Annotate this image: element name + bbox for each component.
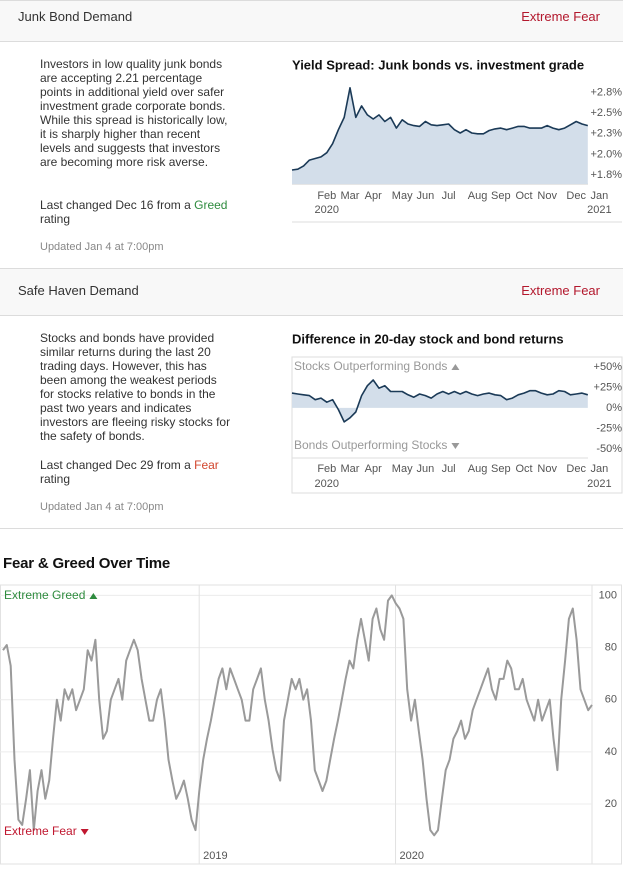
last-changed: Last changed Dec 29 from a Fear rating	[40, 458, 232, 486]
x-tick-label: Jun	[417, 463, 435, 475]
chart-frame	[291, 356, 623, 494]
x-tick-label: May	[392, 463, 413, 475]
y-tick-label: 20	[605, 798, 617, 810]
y-tick-label: +25%	[594, 381, 623, 393]
x-tick-label: Nov	[537, 463, 557, 475]
x-tick-label: Nov	[537, 190, 557, 202]
last-changed: Last changed Dec 16 from a Greed rating	[40, 198, 232, 226]
x-tick-label: Jan	[591, 463, 609, 475]
annotation-arrow	[89, 593, 98, 599]
rating-suffix: rating	[40, 212, 71, 226]
x-tick-label: Aug	[468, 463, 488, 475]
line	[291, 87, 589, 171]
last-changed-text: Last changed Dec 29 from a	[40, 458, 191, 472]
y-tick-label: 40	[605, 746, 617, 758]
x-tick-label: Jul	[442, 190, 456, 202]
x-tick-label: Oct	[515, 190, 532, 202]
chart-title: Yield Spread: Junk bonds vs. investment …	[292, 57, 584, 72]
annotation-arrow	[80, 829, 89, 835]
x-tick-label: Dec	[566, 463, 586, 475]
x-tick-label: Apr	[365, 190, 382, 202]
annotation: Extreme Fear	[4, 824, 77, 838]
x-tick-label: 2020	[400, 850, 424, 862]
y-tick-label: 80	[605, 641, 617, 653]
annotation: Extreme Greed	[4, 588, 85, 602]
panel-rating: Extreme Fear	[521, 9, 600, 24]
panel-title: Safe Haven Demand	[18, 283, 139, 298]
updated-time: Updated Jan 4 at 7:00pm	[40, 241, 164, 253]
chart-frame	[0, 584, 622, 865]
x-tick-label: Mar	[341, 190, 360, 202]
x-tick-label: Dec	[566, 190, 586, 202]
panel-title: Junk Bond Demand	[18, 9, 133, 24]
x-tick-label: May	[392, 190, 413, 202]
x-year-label: 2020	[315, 478, 339, 490]
y-tick-label: +2.8%	[591, 87, 623, 99]
annotation: Bonds Outperforming Stocks	[294, 438, 447, 452]
x-tick-label: Jan	[591, 190, 609, 202]
x-tick-label: Jun	[417, 190, 435, 202]
rating-suffix: rating	[40, 472, 71, 486]
divider	[0, 528, 623, 529]
panel-header	[0, 268, 623, 316]
area	[292, 380, 588, 422]
x-tick-label: Aug	[468, 190, 488, 202]
annotation-arrow	[451, 443, 460, 449]
panel-description: Investors in low quality junk bonds are …	[40, 57, 228, 169]
panel-header	[0, 0, 623, 42]
line	[2, 594, 593, 837]
x-tick-label: Mar	[341, 463, 360, 475]
panel-rating: Extreme Fear	[521, 283, 600, 298]
x-year-label: 2021	[587, 478, 611, 490]
y-tick-label: +50%	[594, 361, 623, 373]
annotation: Stocks Outperforming Bonds	[294, 359, 447, 373]
y-tick-label: 0%	[606, 402, 622, 414]
x-tick-label: Feb	[317, 463, 336, 475]
x-tick-label: 2019	[203, 850, 227, 862]
previous-rating: Greed	[194, 198, 228, 212]
x-tick-label: Jul	[442, 463, 456, 475]
last-changed-text: Last changed Dec 16 from a	[40, 198, 191, 212]
x-tick-label: Apr	[365, 463, 382, 475]
x-tick-label: Feb	[317, 190, 336, 202]
annotation-arrow	[451, 364, 460, 370]
y-tick-label: 60	[605, 694, 617, 706]
y-tick-label: +2.0%	[591, 148, 623, 160]
y-tick-label: +2.5%	[591, 107, 623, 119]
section-title: Fear & Greed Over Time	[3, 555, 171, 572]
area	[292, 87, 588, 184]
x-tick-label: Sep	[491, 463, 511, 475]
chart-title: Difference in 20-day stock and bond retu…	[292, 331, 564, 346]
previous-rating: Fear	[194, 458, 219, 472]
x-tick-label: Sep	[491, 190, 511, 202]
panel-description: Stocks and bonds have provided similar r…	[40, 331, 231, 443]
y-tick-label: -50%	[596, 443, 622, 455]
updated-time: Updated Jan 4 at 7:00pm	[40, 501, 164, 513]
y-tick-label: -25%	[596, 422, 622, 434]
x-year-label: 2021	[587, 204, 611, 216]
x-tick-label: Oct	[515, 463, 532, 475]
x-year-label: 2020	[315, 204, 339, 216]
y-tick-label: +2.3%	[591, 128, 623, 140]
y-tick-label: +1.8%	[591, 169, 623, 181]
y-tick-label: 100	[599, 589, 617, 601]
line	[291, 379, 589, 423]
